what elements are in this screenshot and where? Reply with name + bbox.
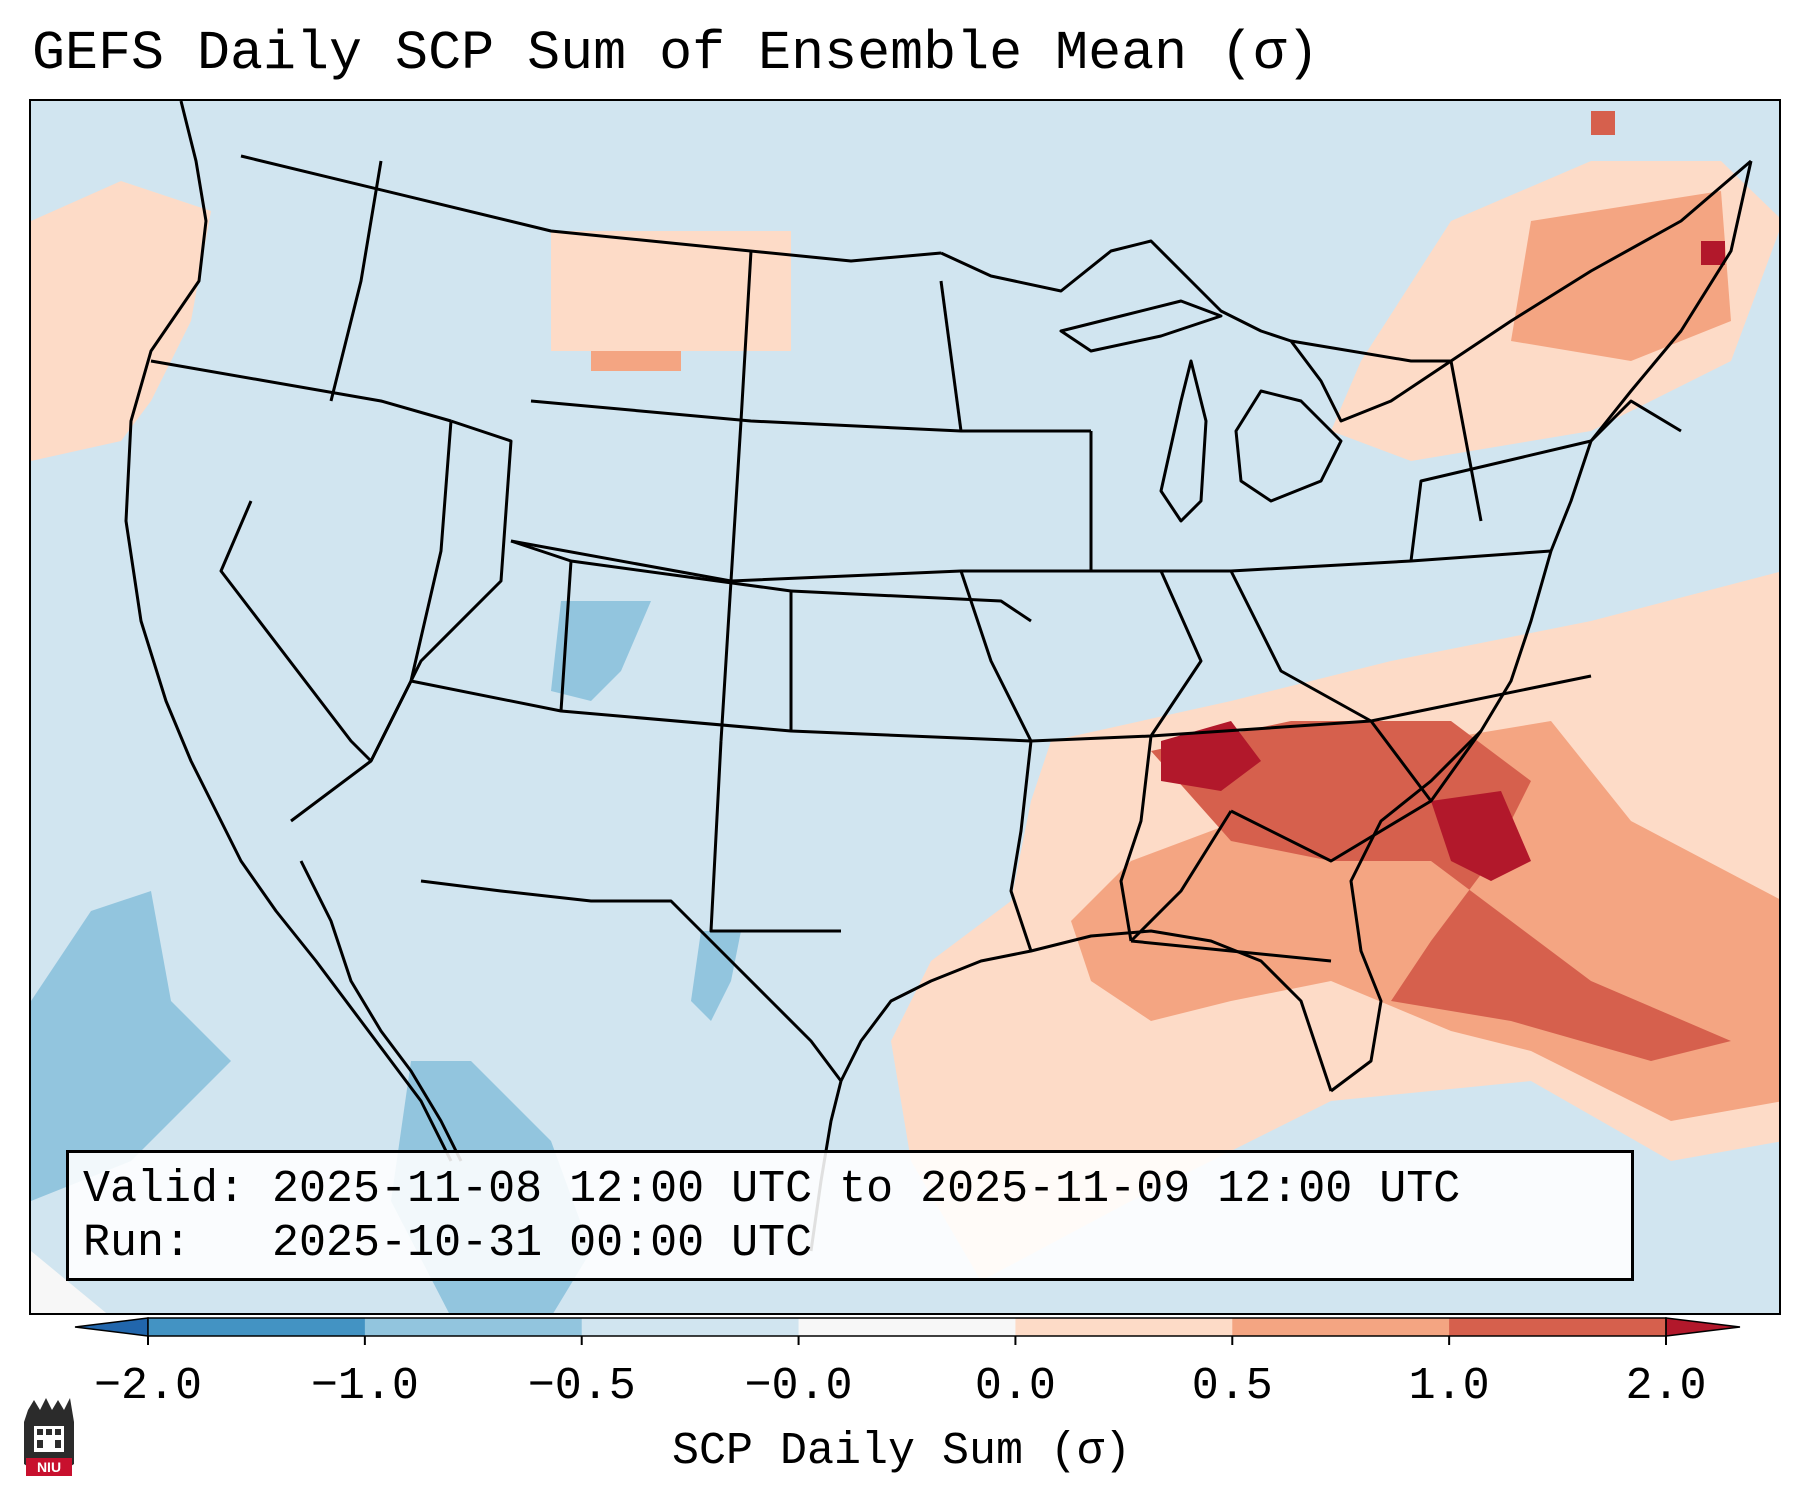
colorbar-tick-label: −2.0 — [93, 1361, 203, 1412]
colorbar-tick-label: 1.0 — [1408, 1361, 1490, 1412]
state-line-26 — [1449, 360, 1483, 522]
colorbar-bin-6 — [1449, 1318, 1667, 1336]
colorbar-bin-1 — [364, 1318, 583, 1336]
colorbar-bin-4 — [1015, 1318, 1233, 1336]
state-line-13 — [709, 740, 841, 933]
northern-plains-positive-area — [551, 231, 791, 351]
colorbar-under-extension — [74, 1317, 149, 1337]
chart-title: GEFS Daily SCP Sum of Ensemble Mean (σ) — [32, 22, 1320, 85]
state-line-8 — [530, 399, 1091, 433]
colorbar-bin-2 — [581, 1318, 800, 1336]
colorbar-tick-label: −0.5 — [527, 1361, 636, 1412]
colorbar-tick-label: −0.0 — [744, 1361, 853, 1412]
lake-superior — [1059, 299, 1223, 353]
state-line-27 — [1589, 399, 1682, 443]
gulf-coast-outline — [809, 929, 1333, 1252]
niu-logo: NIU — [24, 1398, 74, 1476]
colorbar-tick-label: 0.0 — [974, 1361, 1056, 1412]
colorbar-label: SCP Daily Sum (σ) — [671, 1426, 1132, 1477]
state-line-9 — [719, 250, 753, 742]
pacific-negative-area — [31, 891, 231, 1201]
logo-text: NIU — [37, 1459, 61, 1475]
lake-erie-huron — [1234, 389, 1343, 503]
lake-michigan — [1159, 359, 1208, 523]
state-line-12 — [790, 589, 1032, 623]
colorbar — [74, 1317, 1741, 1345]
texas-negative-area — [691, 931, 741, 1021]
valid-value: 2025-11-08 12:00 UTC to 2025-11-09 12:00… — [272, 1164, 1461, 1215]
canada-strong-cell — [1591, 111, 1615, 135]
state-line-10 — [510, 539, 1161, 583]
state-line-24 — [1409, 439, 1592, 562]
colorbar-border — [147, 1317, 1667, 1337]
run-label: Run: — [83, 1218, 192, 1269]
state-line-5 — [369, 419, 513, 762]
maine-extreme-cell — [1701, 241, 1725, 265]
baja-coast — [299, 860, 463, 1162]
tennessee-extreme-area — [1161, 721, 1261, 791]
state-line-16 — [1009, 740, 1033, 952]
east-coast-outline — [1330, 160, 1753, 1093]
colorbar-over-extension — [1665, 1317, 1741, 1337]
colorbar-bin-5 — [1232, 1318, 1450, 1336]
tennessee-carolinas-strong-area — [1151, 721, 1731, 1061]
valid-run-info-box: Valid: 2025-11-08 12:00 UTC to 2025-11-0… — [66, 1150, 1634, 1281]
west-coast-positive-area — [31, 181, 211, 461]
state-line-1 — [150, 359, 452, 423]
colorbar-bin-3 — [798, 1318, 1016, 1336]
state-line-17 — [1119, 735, 1153, 942]
colorbar-tick-label: 2.0 — [1625, 1361, 1707, 1412]
scp-field-layer — [31, 111, 1779, 1313]
state-boundaries — [124, 101, 1753, 1252]
state-line-23 — [1230, 549, 1552, 573]
run-value: 2025-10-31 00:00 UTC — [272, 1218, 813, 1269]
colorbar-tick-label: −1.0 — [310, 1361, 419, 1412]
west-coast-outline — [124, 101, 453, 1162]
state-line-29 — [1129, 810, 1233, 943]
map-panel — [29, 99, 1781, 1315]
state-line-4 — [219, 500, 373, 763]
south-carolina-extreme-area — [1431, 791, 1531, 881]
state-line-15 — [959, 570, 1033, 742]
state-line-25 — [1290, 339, 1451, 363]
state-line-14 — [939, 280, 963, 432]
state-line-22 — [1130, 939, 1332, 963]
state-line-19 — [1229, 570, 1372, 723]
new-england-moderate-area — [1511, 191, 1731, 361]
northern-border — [240, 154, 942, 263]
state-line-21 — [1230, 799, 1432, 863]
colorbar-tick-label: 0.5 — [1191, 1361, 1273, 1412]
map-canvas — [31, 101, 1779, 1313]
colorado-negative-area — [551, 601, 651, 701]
mexico-border — [420, 879, 843, 1082]
state-line-2 — [329, 160, 383, 402]
valid-label: Valid: — [83, 1164, 246, 1215]
state-line-18 — [1089, 431, 1203, 737]
colorbar-bin-0 — [148, 1318, 366, 1336]
